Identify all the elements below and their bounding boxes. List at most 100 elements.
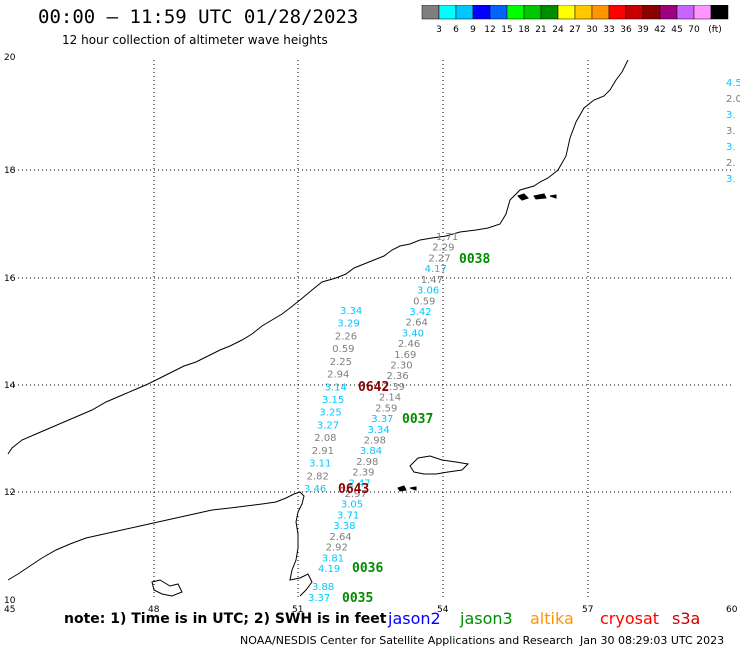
pass-time-label: 0643	[338, 482, 369, 497]
wave-height-value: 3.42	[409, 307, 431, 318]
credit-line: NOAA/NESDIS Center for Satellite Applica…	[240, 634, 574, 647]
edge-value: 3.	[726, 174, 736, 185]
altimeter-track-a: 1.712.292.274.171.473.060.593.422.643.40…	[318, 232, 458, 575]
wave-height-value: 3.29	[337, 319, 359, 330]
wave-height-value: 3.81	[322, 553, 344, 564]
sat-s3a: s3a	[672, 609, 701, 628]
edge-track-values: 4.5 2.0 3. 3. 3. 2. 3.	[726, 78, 740, 185]
wave-height-value: 2.92	[326, 543, 348, 554]
wave-height-value: 2.97	[345, 489, 367, 500]
scale-label: 9	[470, 25, 476, 35]
lat-labels: 20 18 16 14 12 10	[4, 53, 16, 606]
wave-height-value: 0.59	[332, 344, 354, 355]
scale-label: 24	[552, 25, 564, 35]
wave-height-value: 4.19	[318, 564, 340, 575]
wave-height-value: 2.47	[348, 478, 370, 489]
wave-height-value: 2.39	[352, 468, 374, 479]
wave-height-value: 2.27	[428, 253, 450, 264]
altimeter-track-c: 3.883.37	[308, 582, 334, 604]
scale-label: 33	[603, 25, 614, 35]
wave-height-value: 2.29	[432, 243, 454, 254]
lat-label: 16	[4, 274, 16, 284]
wave-height-value: 2.94	[327, 370, 349, 381]
pass-time-label: 0642	[358, 380, 389, 395]
wave-height-value: 2.64	[329, 532, 351, 543]
scale-label: 42	[654, 25, 665, 35]
wave-height-value: 3.34	[367, 425, 389, 436]
scale-label: 21	[535, 25, 546, 35]
lat-label: 10	[4, 596, 16, 606]
wave-height-value: 3.84	[360, 446, 382, 457]
coastline	[7, 59, 629, 597]
wave-height-value: 1.47	[421, 275, 443, 286]
wave-height-value: 3.71	[337, 510, 359, 521]
wave-height-value: 2.26	[335, 331, 357, 342]
wave-height-value: 2.39	[383, 382, 405, 393]
wave-height-value: 3.06	[417, 286, 439, 297]
scale-swatch	[710, 5, 729, 20]
pass-time-label: 0036	[352, 561, 383, 576]
edge-value: 3.	[726, 110, 736, 121]
wave-height-value: 2.59	[375, 403, 397, 414]
lat-label: 14	[4, 381, 16, 391]
wave-height-value: 2.91	[312, 446, 334, 457]
scale-label: 30	[586, 25, 598, 35]
scale-label: (ft)	[708, 25, 722, 35]
scale-label: 70	[688, 25, 700, 35]
scale-label: 6	[453, 25, 459, 35]
wave-height-value: 3.25	[319, 408, 341, 419]
wave-height-value: 1.69	[394, 350, 416, 361]
wave-height-value: 2.64	[406, 318, 428, 329]
edge-value: 2.0	[726, 94, 740, 105]
scale-label: 39	[637, 25, 649, 35]
wave-height-value: 3.15	[322, 395, 344, 406]
pass-times: 0038 0037 0036 0035 0642 0643	[338, 252, 490, 606]
wave-height-value: 3.11	[309, 459, 331, 470]
edge-value: 2.	[726, 158, 736, 169]
lat-label: 20	[4, 53, 16, 63]
lat-label: 18	[4, 166, 16, 176]
wave-height-value: 2.98	[364, 435, 386, 446]
lat-label: 12	[4, 488, 15, 498]
lon-label: 45	[4, 605, 15, 615]
wave-height-value: 3.88	[312, 582, 334, 593]
lon-label: 57	[582, 605, 593, 615]
wave-height-value: 2.82	[307, 471, 329, 482]
wave-height-value: 0.59	[413, 296, 435, 307]
wave-height-value: 2.25	[330, 357, 352, 368]
wave-height-value: 2.46	[398, 339, 420, 350]
sat-altika: altika	[530, 609, 574, 628]
scale-label: 27	[569, 25, 580, 35]
wave-height-value: 3.40	[402, 328, 424, 339]
wave-height-value: 3.38	[333, 521, 355, 532]
edge-value: 3.	[726, 126, 736, 137]
wave-height-value: 3.34	[340, 306, 362, 317]
wave-height-value: 3.27	[317, 420, 339, 431]
wave-height-value: 2.98	[356, 457, 378, 468]
scale-label: 45	[671, 25, 682, 35]
wave-height-value: 3.37	[308, 593, 330, 604]
wave-height-value: 2.36	[387, 371, 409, 382]
scale-label: 3	[436, 25, 442, 35]
altimeter-track-b: 3.34 3.292.26 0.59 2.25 2.943.14 3.15 3.253.27…	[304, 306, 362, 495]
lon-label: 54	[437, 605, 449, 615]
lon-label: 60	[726, 605, 738, 615]
wave-height-value: 2.08	[314, 433, 336, 444]
sat-jason2: jason2	[388, 609, 441, 628]
footer-note: note: 1) Time is in UTC; 2) SWH is in fe…	[64, 611, 387, 627]
wave-height-value: 2.14	[379, 393, 401, 404]
sat-cryosat: cryosat	[600, 609, 660, 628]
scale-label: 36	[620, 25, 632, 35]
lon-label: 51	[292, 605, 303, 615]
wave-height-value: 3.37	[371, 414, 393, 425]
pass-time-label: 0038	[459, 252, 490, 267]
grid	[10, 60, 732, 600]
generated-timestamp: Jan 30 08:29:03 UTC 2023	[580, 634, 725, 647]
wave-height-value: 3.05	[341, 500, 363, 511]
pass-time-label: 0035	[342, 591, 373, 606]
wave-height-value: 3.14	[325, 382, 347, 393]
edge-value: 3.	[726, 142, 736, 153]
wave-height-value: 1.71	[436, 232, 458, 243]
edge-value: 4.5	[726, 78, 740, 89]
